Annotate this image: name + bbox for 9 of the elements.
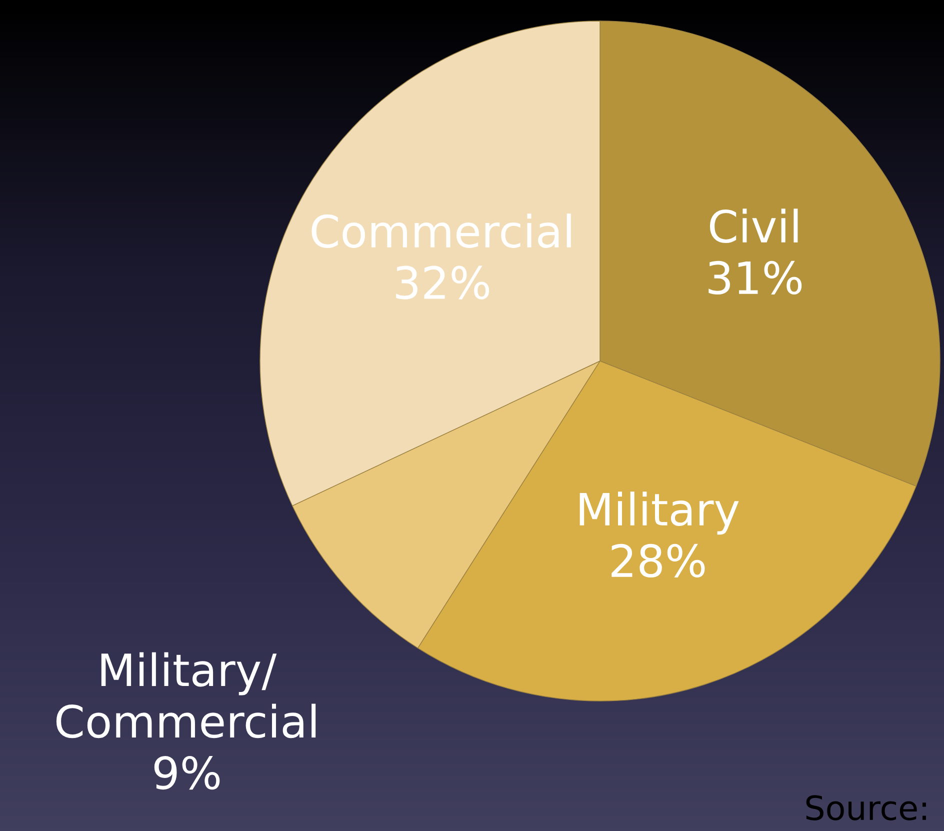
data-label: 31% — [708, 260, 802, 295]
data-label: 32% — [396, 266, 490, 300]
slice-label: Commercial — [312, 214, 571, 248]
slice-label: Military — [580, 492, 739, 535]
slice-label: Military/ Commercial — [56, 652, 316, 738]
data-label: 9% — [154, 756, 220, 790]
slice-label: Civil — [710, 208, 798, 244]
source-note: Source: — [806, 795, 926, 820]
data-label: 28% — [612, 544, 705, 578]
